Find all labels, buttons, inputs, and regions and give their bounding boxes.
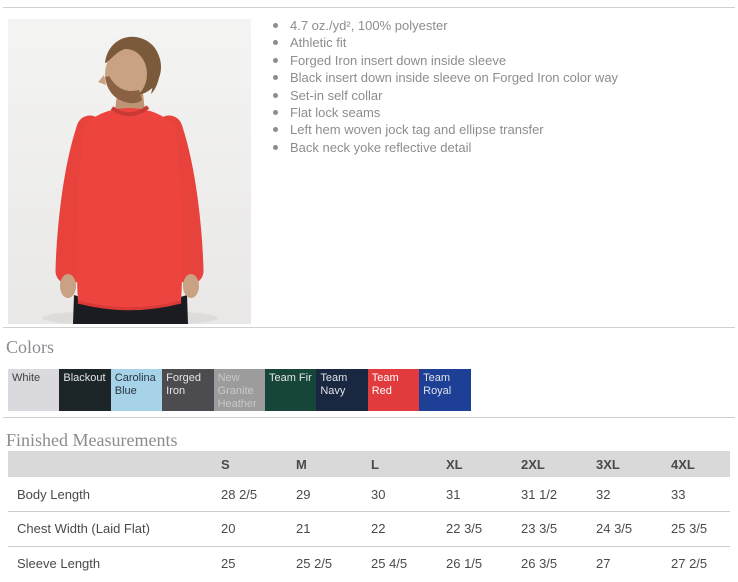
row-label: Body Length <box>17 486 91 502</box>
measurements-table: S M L XL 2XL 3XL 4XL Body Length 28 2/5 … <box>8 451 730 581</box>
measurement-value: 26 3/5 <box>521 556 558 572</box>
color-swatch-forged-iron[interactable]: Forged Iron <box>162 369 214 411</box>
color-swatch-team-navy[interactable]: Team Navy <box>316 369 368 411</box>
color-swatch-team-red[interactable]: Team Red <box>367 369 420 411</box>
table-row-chest-width: Chest Width (Laid Flat) 20 21 22 22 3/5 … <box>8 511 730 547</box>
size-column-header-4xl: 4XL <box>671 456 695 472</box>
color-swatch-label: Carolina Blue <box>114 372 156 397</box>
top-divider <box>3 7 735 8</box>
feature-item: Forged Iron insert down inside sleeve <box>272 52 618 69</box>
measurement-value: 21 <box>296 521 311 537</box>
measurements-section-title: Finished Measurements <box>6 430 178 450</box>
feature-item: Set-in self collar <box>272 87 618 104</box>
size-column-spacer <box>8 451 221 477</box>
product-photo <box>8 19 251 324</box>
color-swatch-team-royal[interactable]: Team Royal <box>419 369 471 411</box>
colors-section: Colors White Blackout Carolina Blue Forg… <box>0 337 738 411</box>
measurement-value: 25 4/5 <box>371 556 408 572</box>
size-column-header-s: S <box>221 456 230 472</box>
row-label: Chest Width (Laid Flat) <box>17 521 150 537</box>
measurement-value: 25 <box>221 556 236 572</box>
feature-item: Black insert down inside sleeve on Forge… <box>272 69 618 86</box>
color-swatch-label: Team Navy <box>320 372 348 397</box>
color-swatch-label: Team Fir <box>268 372 312 384</box>
measurements-header-row: S M L XL 2XL 3XL 4XL <box>8 451 730 477</box>
feature-list: 4.7 oz./yd², 100% polyester Athletic fit… <box>272 17 618 156</box>
measurement-value: 23 3/5 <box>521 521 558 537</box>
table-row-body-length: Body Length 28 2/5 29 30 31 31 1/2 32 33 <box>8 477 730 512</box>
color-swatch-carolina-blue[interactable]: Carolina Blue <box>110 369 163 411</box>
feature-item: Left hem woven jock tag and ellipse tran… <box>272 121 618 138</box>
size-column-header-3xl: 3XL <box>596 456 620 472</box>
colors-section-divider <box>3 327 735 328</box>
measurement-value: 27 2/5 <box>671 556 708 572</box>
table-row-sleeve-length: Sleeve Length 25 25 2/5 25 4/5 26 1/5 26… <box>8 546 730 581</box>
size-column-header-l: L <box>371 456 379 472</box>
measurement-value: 22 <box>371 521 386 537</box>
color-swatch-label: Team Royal <box>423 372 452 397</box>
measurement-value: 20 <box>221 521 236 537</box>
color-swatch-label: White <box>12 372 41 384</box>
measurement-value: 24 3/5 <box>596 521 633 537</box>
measurements-section-divider <box>3 417 735 418</box>
color-swatch-white[interactable]: White <box>8 369 60 411</box>
color-swatch-team-fir[interactable]: Team Fir <box>264 369 317 411</box>
measurement-value: 32 <box>596 486 611 502</box>
color-swatch-blackout[interactable]: Blackout <box>59 369 111 411</box>
color-swatch-label: Team Red <box>371 372 399 397</box>
row-label: Sleeve Length <box>17 556 101 572</box>
measurement-value: 30 <box>371 486 386 502</box>
feature-item: Back neck yoke reflective detail <box>272 139 618 156</box>
size-column-header-xl: XL <box>446 456 463 472</box>
measurement-value: 31 <box>446 486 461 502</box>
feature-item: 4.7 oz./yd², 100% polyester <box>272 17 618 34</box>
color-swatch-label: Blackout <box>63 372 106 384</box>
color-swatch-label: Forged Iron <box>166 372 202 397</box>
product-photo-illustration <box>8 19 251 324</box>
product-overview-section: 4.7 oz./yd², 100% polyester Athletic fit… <box>0 8 738 324</box>
feature-item: Flat lock seams <box>272 104 618 121</box>
measurement-value: 28 2/5 <box>221 486 258 502</box>
measurement-value: 25 3/5 <box>671 521 708 537</box>
color-swatch-row: White Blackout Carolina Blue Forged Iron… <box>8 369 738 411</box>
measurements-section: Finished Measurements S M L XL 2XL 3XL 4… <box>0 430 738 581</box>
measurement-value: 33 <box>671 486 686 502</box>
measurement-value: 25 2/5 <box>296 556 333 572</box>
size-column-header-m: M <box>296 456 307 472</box>
measurement-value: 22 3/5 <box>446 521 483 537</box>
measurement-value: 27 <box>596 556 611 572</box>
colors-section-title: Colors <box>6 337 55 357</box>
color-swatch-label: New Granite Heather <box>217 372 257 410</box>
measurement-value: 31 1/2 <box>521 486 558 502</box>
measurement-value: 26 1/5 <box>446 556 483 572</box>
measurement-value: 29 <box>296 486 311 502</box>
size-column-header-2xl: 2XL <box>521 456 545 472</box>
color-swatch-new-granite-heather[interactable]: New Granite Heather <box>213 369 265 411</box>
feature-item: Athletic fit <box>272 34 618 51</box>
